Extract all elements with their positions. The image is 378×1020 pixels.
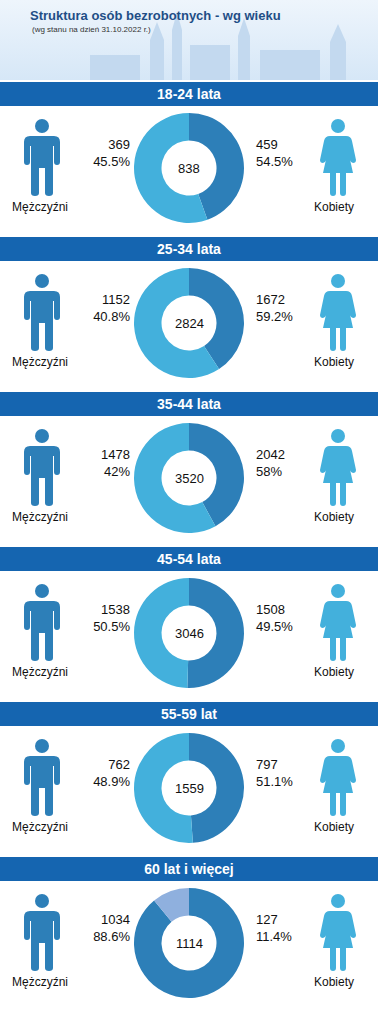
html-text:50.5%: 50.5% [93,619,130,634]
html-text:Mężczyźni: Mężczyźni [12,200,68,214]
html-text:45-54 lata: 45-54 lata [157,551,221,567]
html-text:1152: 1152 [102,292,130,307]
html-text:49.5%: 49.5% [256,619,293,634]
html-text:1538: 1538 [101,602,130,617]
html-text:1034: 1034 [101,912,130,927]
html-text:42%: 42% [104,464,130,479]
html-text:18-24 lata: 18-24 lata [157,86,221,102]
html-text:88.6%: 88.6% [93,929,130,944]
html-text:11.4%: 11.4% [256,929,292,944]
html-text:369: 369 [108,137,130,152]
html-text:Mężczyźni: Mężczyźni [12,820,68,834]
html-text:51.1%: 51.1% [256,774,293,789]
html-text:58%: 58% [256,464,282,479]
html-text:Mężczyźni: Mężczyźni [12,975,68,989]
html-text:Kobiety: Kobiety [314,975,354,989]
html-text:1478: 1478 [101,447,130,462]
html-text:Struktura osób bezrobotnych -: Struktura osób bezrobotnych - wg wieku [30,8,281,23]
html-text:(wg stanu na dzień 31.10.2022: (wg stanu na dzień 31.10.2022 r.) [32,25,151,34]
html-text:45.5%: 45.5% [93,154,130,169]
html-text:1508: 1508 [256,602,285,617]
html-text:Kobiety: Kobiety [314,200,354,214]
html-text:48.9%: 48.9% [93,774,130,789]
html-text:Kobiety: Kobiety [314,820,354,834]
svg-text:838: 838 [178,161,200,176]
html-text:Kobiety: Kobiety [314,510,354,524]
html-text:1672: 1672 [256,292,285,307]
html-text:Kobiety: Kobiety [314,665,354,679]
html-text:797: 797 [256,757,278,772]
html-text:2042: 2042 [256,447,285,462]
svg-text:1114: 1114 [176,936,203,951]
svg-text:1559: 1559 [175,781,204,796]
html-text:762: 762 [108,757,130,772]
svg-text:3520: 3520 [175,471,204,486]
html-text:60 lat i więcej: 60 lat i więcej [144,861,234,877]
html-text:127: 127 [256,912,278,927]
html-text:59.2%: 59.2% [256,309,293,324]
html-text:Mężczyźni: Mężczyźni [12,665,68,679]
svg-text:2824: 2824 [175,316,204,331]
html-text:54.5%: 54.5% [256,154,293,169]
html-text:35-44 lata: 35-44 lata [157,396,221,412]
html-text:Mężczyźni: Mężczyźni [12,355,68,369]
html-text:25-34 lata: 25-34 lata [157,241,221,257]
svg-text:3046: 3046 [175,626,204,641]
html-text:459: 459 [256,137,278,152]
html-text:55-59 lat: 55-59 lat [161,706,217,722]
html-text:Kobiety: Kobiety [314,355,354,369]
html-text:40.8%: 40.8% [93,309,130,324]
html-text:Mężczyźni: Mężczyźni [12,510,68,524]
